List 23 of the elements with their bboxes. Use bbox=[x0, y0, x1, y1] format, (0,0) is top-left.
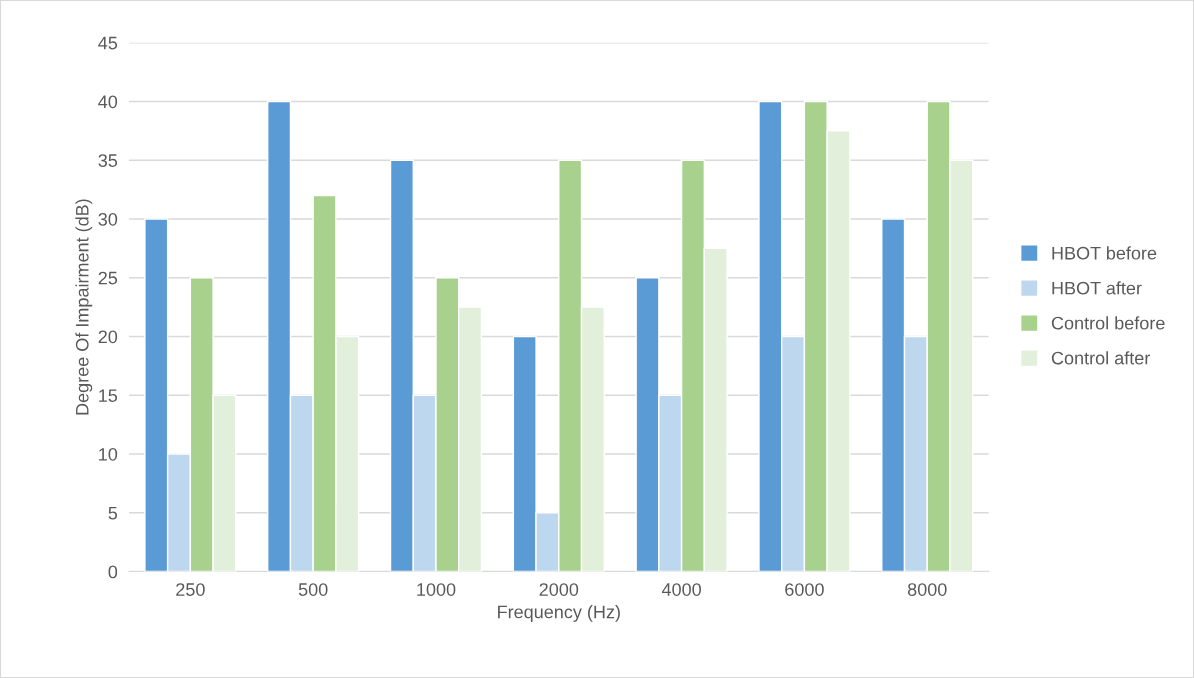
x-tick-label: 6000 bbox=[785, 583, 824, 596]
x-tick-label: 500 bbox=[298, 583, 328, 596]
x-tick-label: 1000 bbox=[417, 583, 456, 596]
y-tick-label: 15 bbox=[99, 389, 118, 402]
x-tick-label: 250 bbox=[176, 583, 205, 596]
x-tick-label: 2000 bbox=[539, 583, 579, 596]
y-axis-title: Degree Of Impairment (dB) bbox=[75, 199, 93, 415]
legend-label: HBOT before bbox=[1052, 246, 1157, 260]
y-tick-label: 45 bbox=[98, 36, 118, 50]
y-tick-label: 20 bbox=[98, 330, 118, 344]
y-tick-label: 30 bbox=[98, 212, 118, 226]
legend-label: HBOT after bbox=[1052, 281, 1142, 295]
legend-label: Control after bbox=[1051, 351, 1151, 365]
y-tick-label: 40 bbox=[98, 95, 118, 109]
y-tick-label: 10 bbox=[99, 447, 118, 461]
y-tick-label: 5 bbox=[108, 506, 118, 520]
y-tick-label: 25 bbox=[98, 271, 118, 285]
legend-label: Control before bbox=[1051, 316, 1165, 330]
x-tick-label: 4000 bbox=[661, 583, 701, 596]
y-tick-label: 35 bbox=[98, 154, 118, 167]
x-tick-label: 8000 bbox=[907, 583, 947, 596]
x-axis-title: Frequency (Hz) bbox=[498, 605, 620, 622]
y-tick-label: 0 bbox=[108, 565, 118, 579]
